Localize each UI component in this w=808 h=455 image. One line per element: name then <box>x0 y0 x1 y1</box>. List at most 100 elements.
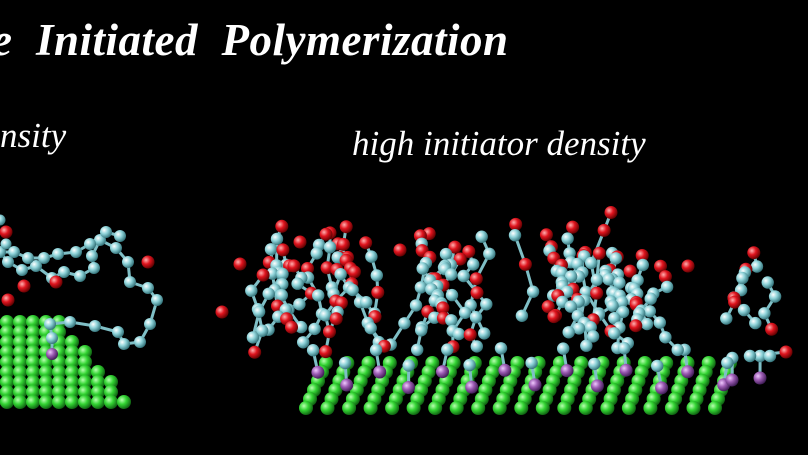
carbon-atom <box>445 288 459 302</box>
carbon-atom <box>134 336 146 348</box>
substrate-atom <box>299 401 313 415</box>
carbon-atom <box>580 339 593 352</box>
substrate-atom <box>78 395 92 409</box>
substrate-atom <box>621 401 636 415</box>
substrate-atom <box>578 401 593 415</box>
oxygen-atom <box>275 219 289 233</box>
carbon-atom <box>494 342 508 355</box>
carbon-atom <box>478 327 491 340</box>
substrate-atom <box>39 395 53 409</box>
carbon-atom <box>737 303 751 317</box>
substrate-atom <box>664 401 679 415</box>
anchor-atom <box>655 381 669 395</box>
carbon-atom <box>124 276 136 288</box>
substrate-atom <box>52 395 66 409</box>
substrate-atom <box>0 335 14 349</box>
carbon-atom <box>308 322 321 336</box>
anchor-atom <box>340 378 354 392</box>
substrate-atom <box>26 315 40 329</box>
oxygen-atom <box>448 240 462 254</box>
carbon-atom <box>2 256 14 268</box>
carbon-atom <box>370 269 383 282</box>
substrate-atom <box>65 385 79 399</box>
low-density-label: nsity <box>0 116 67 155</box>
carbon-atom <box>22 252 34 264</box>
substrate-atom <box>643 401 658 415</box>
substrate-atom <box>26 335 40 349</box>
carbon-atom <box>319 309 332 322</box>
carbon-atom <box>743 349 757 363</box>
carbon-atom <box>753 349 767 363</box>
anchor-atom <box>498 363 512 377</box>
carbon-atom <box>555 266 568 279</box>
carbon-atom <box>564 270 578 283</box>
carbon-atom <box>586 330 600 343</box>
oxygen-atom <box>1 293 15 307</box>
carbon-atom <box>562 326 575 339</box>
carbon-atom <box>256 324 269 337</box>
carbon-atom <box>445 268 458 281</box>
substrate-atom <box>26 345 40 359</box>
carbon-atom <box>651 359 664 373</box>
carbon-atom <box>246 331 260 344</box>
substrate-atom <box>406 401 421 415</box>
carbon-atom <box>585 256 598 270</box>
carbon-atom <box>736 271 749 285</box>
oxygen-atom <box>436 301 450 315</box>
substrate-atom <box>91 395 105 409</box>
oxygen-atom <box>728 295 742 309</box>
oxygen-atom <box>590 286 604 300</box>
carbon-atom <box>365 250 378 263</box>
carbon-atom <box>275 289 288 302</box>
anchor-atom <box>528 378 542 392</box>
carbon-atom <box>469 311 483 324</box>
oxygen-atom <box>509 217 523 231</box>
carbon-atom <box>640 317 654 331</box>
carbon-atom <box>89 320 101 332</box>
carbon-atom <box>457 269 470 283</box>
substrate-atom <box>78 375 92 389</box>
anchor-atom <box>681 365 695 379</box>
substrate-atom <box>708 401 722 415</box>
oxygen-atom <box>319 227 333 241</box>
substrate-atom <box>65 355 79 369</box>
carbon-atom <box>297 336 310 349</box>
oxygen-atom <box>256 268 270 282</box>
anchor-atom <box>465 380 479 394</box>
substrate-atom <box>686 401 701 415</box>
right-substrate-lattice <box>299 356 737 415</box>
carbon-atom <box>70 246 82 258</box>
carbon-atom <box>452 327 465 341</box>
substrate-atom <box>0 315 14 329</box>
oxygen-atom <box>17 279 31 293</box>
substrate-atom <box>52 385 66 399</box>
anchor-atom <box>373 365 387 379</box>
carbon-atom <box>659 331 672 344</box>
substrate-atom <box>91 375 105 389</box>
anchor-atom <box>311 365 325 379</box>
oxygen-atom <box>359 236 373 250</box>
oxygen-atom <box>604 206 618 219</box>
carbon-atom <box>8 246 20 258</box>
carbon-atom <box>293 298 306 311</box>
substrate-atom <box>39 375 53 389</box>
substrate-atom <box>78 365 92 379</box>
carbon-atom <box>30 260 42 272</box>
oxygen-atom <box>336 237 350 251</box>
substrate-atom <box>65 395 79 409</box>
low-density-panel <box>0 214 163 409</box>
substrate-atom <box>0 385 14 399</box>
carbon-atom <box>475 230 488 243</box>
substrate-atom <box>13 335 27 349</box>
carbon-atom <box>409 299 423 312</box>
carbon-atom <box>112 326 124 338</box>
carbon-atom <box>602 273 615 286</box>
carbon-atom <box>416 262 429 275</box>
carbon-atom <box>88 262 100 274</box>
carbon-atom <box>763 349 777 363</box>
oxygen-atom <box>141 255 155 269</box>
carbon-atom <box>564 300 577 313</box>
substrate-atom <box>91 385 105 399</box>
carbon-atom <box>262 287 275 300</box>
